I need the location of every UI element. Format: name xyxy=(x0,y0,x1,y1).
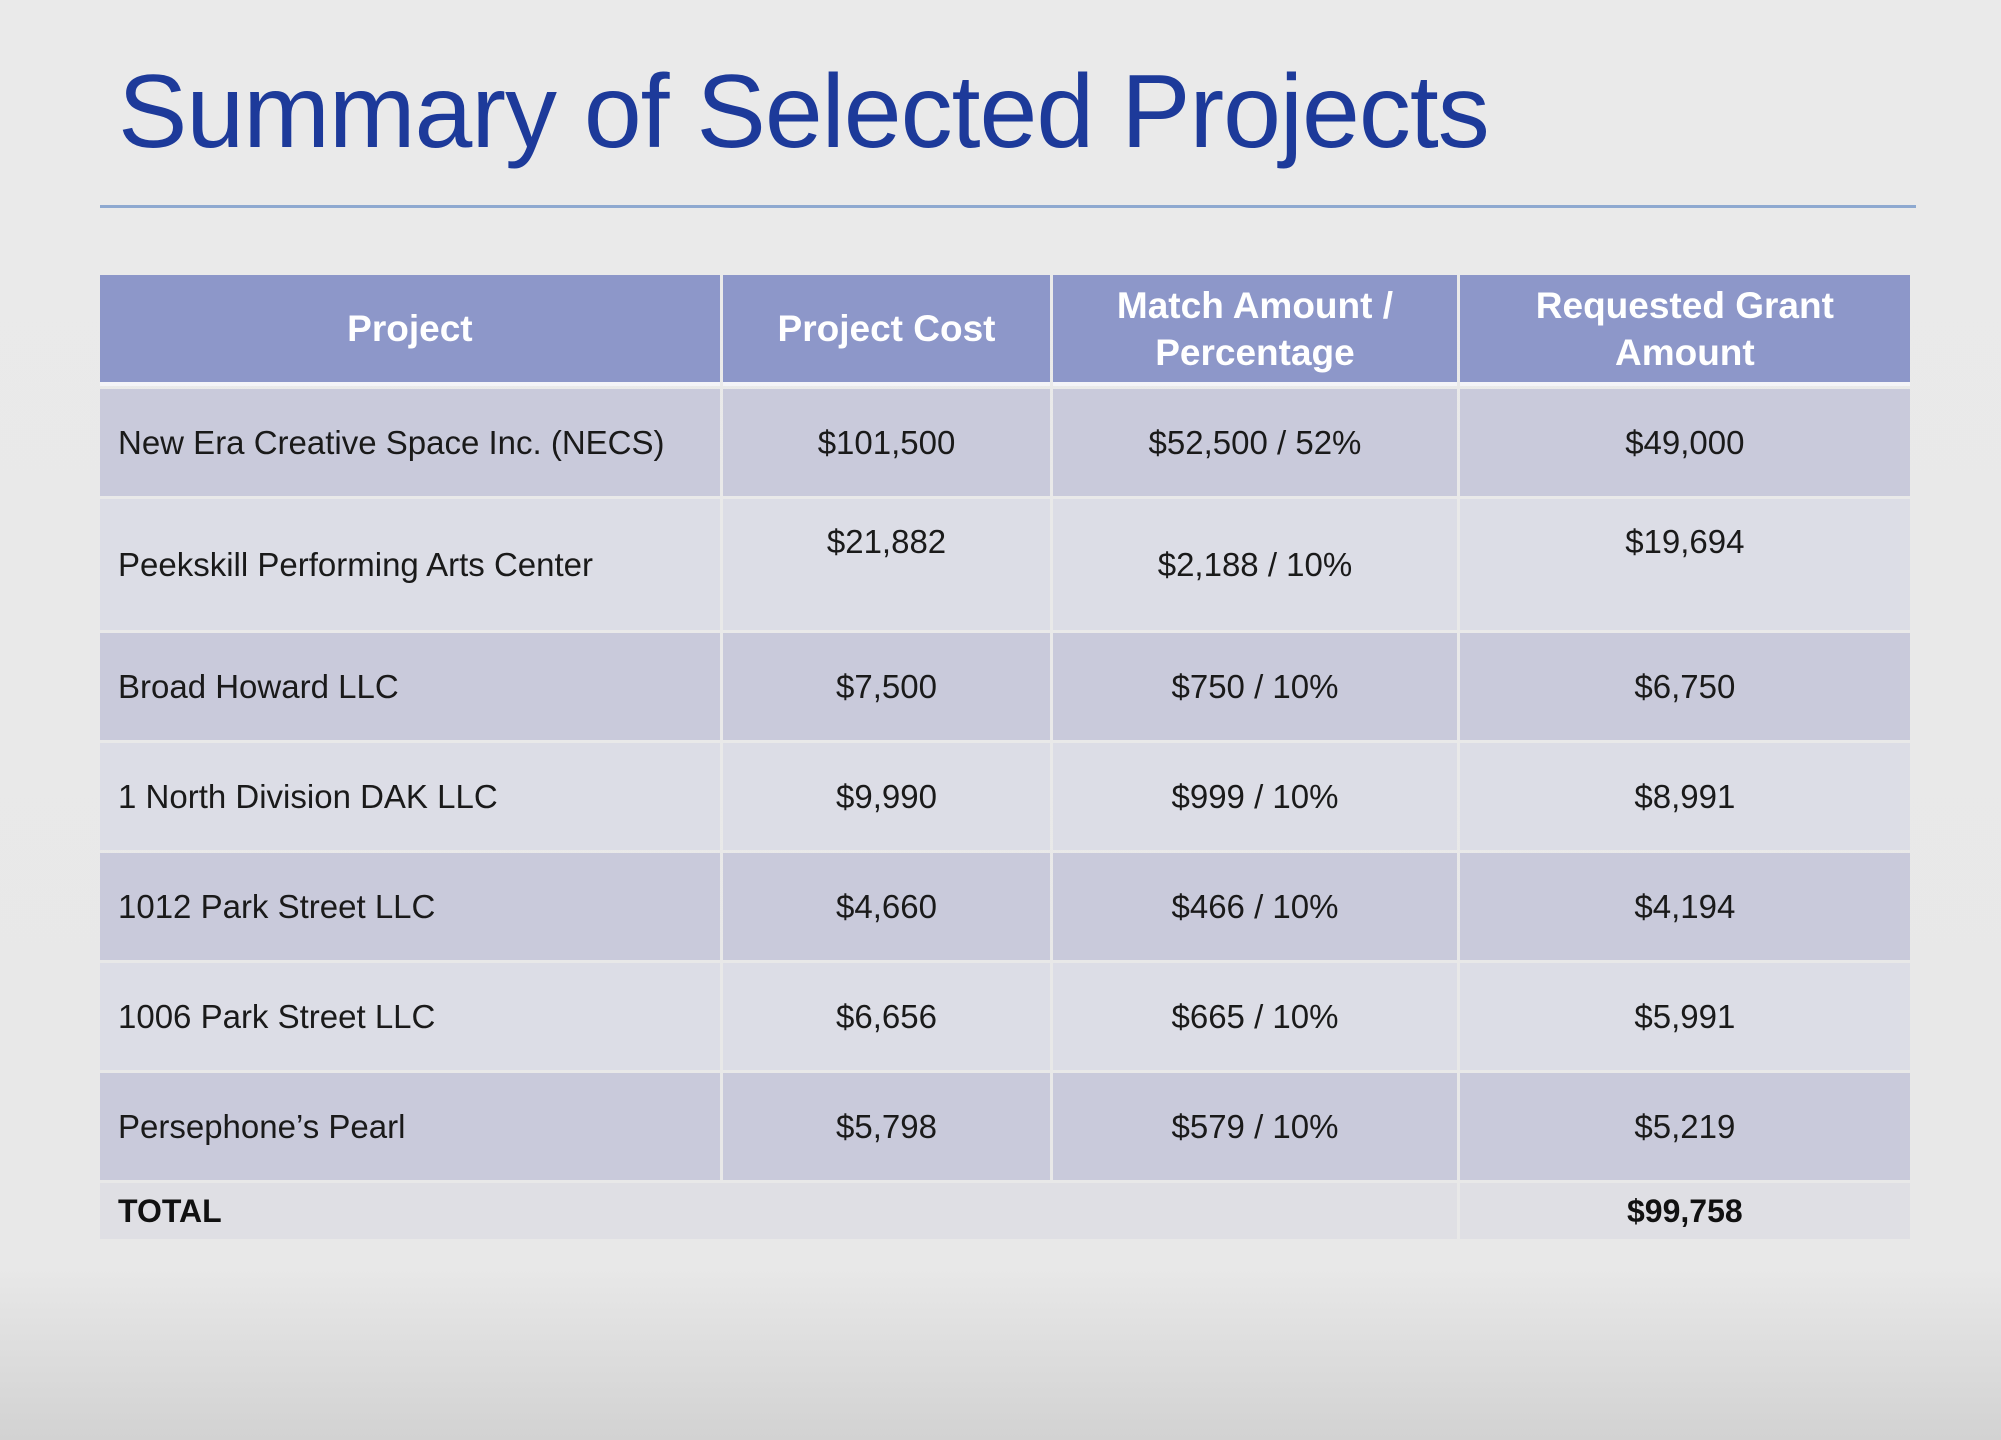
slide-title: Summary of Selected Projects xyxy=(118,54,1490,170)
table-header-row: Project Project Cost Match Amount / Perce… xyxy=(100,275,1910,386)
match-cell: $999 / 10% xyxy=(1053,743,1457,850)
project-cost-cell: $5,798 xyxy=(722,1073,1051,1180)
project-cost-cell: $101,500 xyxy=(722,389,1051,496)
match-cell: $466 / 10% xyxy=(1053,853,1457,960)
header-project-cost-label: Project Cost xyxy=(777,308,996,349)
table-row: 1012 Park Street LLC $4,660 $466 / 10% $… xyxy=(100,853,1910,960)
total-label: TOTAL xyxy=(100,1183,1457,1239)
project-name-cell: New Era Creative Space Inc. (NECS) xyxy=(100,389,720,496)
project-cost-cell: $21,882 xyxy=(722,499,1051,630)
grant-cell: $4,194 xyxy=(1459,853,1910,960)
match-cell: $750 / 10% xyxy=(1053,633,1457,740)
header-grant: Requested Grant Amount xyxy=(1459,275,1910,386)
project-name-cell: 1012 Park Street LLC xyxy=(100,853,720,960)
project-cost-cell: $6,656 xyxy=(722,963,1051,1070)
header-project: Project xyxy=(100,275,720,386)
project-cost-cell: $9,990 xyxy=(722,743,1051,850)
header-match: Match Amount / Percentage xyxy=(1053,275,1457,386)
project-name-cell: 1006 Park Street LLC xyxy=(100,963,720,1070)
grant-cell: $8,991 xyxy=(1459,743,1910,850)
table-row: Persephone’s Pearl $5,798 $579 / 10% $5,… xyxy=(100,1073,1910,1180)
total-row: TOTAL $99,758 xyxy=(100,1183,1910,1239)
match-cell: $579 / 10% xyxy=(1053,1073,1457,1180)
project-name-cell: Broad Howard LLC xyxy=(100,633,720,740)
projects-table: Project Project Cost Match Amount / Perce… xyxy=(97,272,1913,1242)
table-row: Broad Howard LLC $7,500 $750 / 10% $6,75… xyxy=(100,633,1910,740)
grant-cell: $6,750 xyxy=(1459,633,1910,740)
header-grant-line1: Requested Grant xyxy=(1535,284,1834,326)
project-name-cell: Peekskill Performing Arts Center xyxy=(100,499,720,630)
match-cell: $2,188 / 10% xyxy=(1053,499,1457,630)
header-grant-line2: Amount xyxy=(1614,331,1755,373)
grant-cell: $5,219 xyxy=(1459,1073,1910,1180)
header-match-line2: Percentage xyxy=(1155,331,1355,373)
table-row: 1006 Park Street LLC $6,656 $665 / 10% $… xyxy=(100,963,1910,1070)
project-cost-cell: $4,660 xyxy=(722,853,1051,960)
match-cell: $665 / 10% xyxy=(1053,963,1457,1070)
match-cell: $52,500 / 52% xyxy=(1053,389,1457,496)
total-grant: $99,758 xyxy=(1459,1183,1910,1239)
project-name-cell: Persephone’s Pearl xyxy=(100,1073,720,1180)
table-row: 1 North Division DAK LLC $9,990 $999 / 1… xyxy=(100,743,1910,850)
grant-cell: $5,991 xyxy=(1459,963,1910,1070)
header-project-label: Project xyxy=(347,308,473,349)
grant-cell: $19,694 xyxy=(1459,499,1910,630)
table-row: Peekskill Performing Arts Center $21,882… xyxy=(100,499,1910,630)
title-divider xyxy=(100,205,1916,208)
project-name-cell: 1 North Division DAK LLC xyxy=(100,743,720,850)
project-cost-cell: $7,500 xyxy=(722,633,1051,740)
grant-cell: $49,000 xyxy=(1459,389,1910,496)
header-match-line1: Match Amount / xyxy=(1116,284,1394,326)
table-row: New Era Creative Space Inc. (NECS) $101,… xyxy=(100,389,1910,496)
header-project-cost: Project Cost xyxy=(722,275,1051,386)
